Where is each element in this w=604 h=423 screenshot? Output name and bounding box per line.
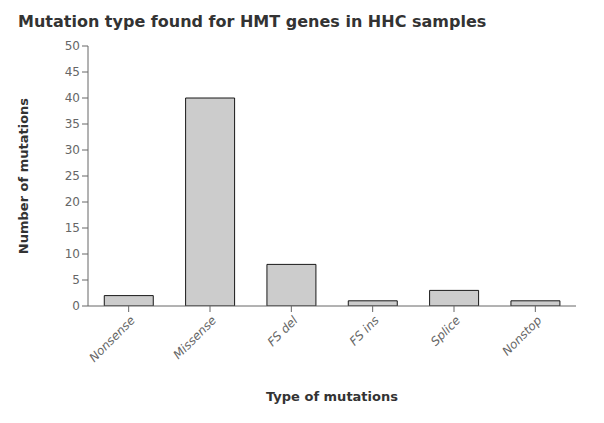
svg-text:30: 30 [65, 143, 80, 157]
svg-text:0: 0 [72, 299, 80, 313]
svg-text:15: 15 [65, 221, 80, 235]
svg-text:40: 40 [65, 91, 80, 105]
svg-text:Nonsense: Nonsense [86, 313, 137, 364]
svg-text:Nonstop: Nonstop [499, 313, 544, 358]
svg-text:Type of mutations: Type of mutations [266, 389, 398, 404]
svg-text:20: 20 [65, 195, 80, 209]
svg-text:10: 10 [65, 247, 80, 261]
svg-text:Number of mutations: Number of mutations [16, 98, 31, 254]
svg-text:35: 35 [65, 117, 80, 131]
svg-text:FS del: FS del [265, 313, 301, 349]
svg-text:25: 25 [65, 169, 80, 183]
svg-text:Splice: Splice [428, 313, 463, 348]
svg-text:5: 5 [72, 273, 80, 287]
svg-text:45: 45 [65, 65, 80, 79]
svg-text:50: 50 [65, 39, 80, 53]
html-text:Mutation type found for HMT ge: Mutation type found for HMT genes in HHC… [18, 12, 487, 31]
svg-text:FS ins: FS ins [347, 313, 382, 348]
svg-text:Missense: Missense [171, 313, 220, 362]
